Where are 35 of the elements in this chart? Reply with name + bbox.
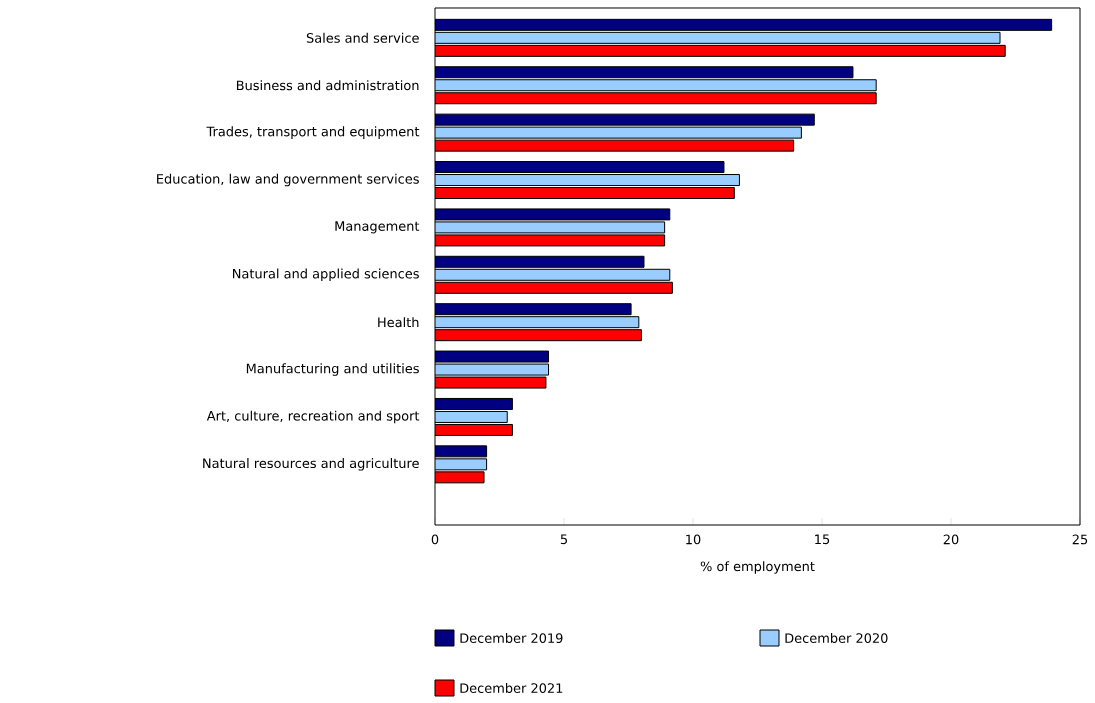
bar (435, 161, 725, 174)
bar (435, 44, 1006, 57)
x-tick-label: 25 (1072, 534, 1088, 545)
legend-label: December 2021 (460, 682, 563, 694)
bar (435, 268, 671, 281)
bar (435, 316, 640, 329)
bar (435, 303, 632, 316)
y-tick-label: Business and administration (236, 80, 419, 91)
bar (435, 31, 1001, 44)
y-tick-label: Health (378, 317, 419, 328)
x-axis-title: % of employment (700, 561, 815, 574)
legend-label: December 2020 (785, 632, 888, 644)
bar (435, 187, 735, 200)
bar (435, 66, 854, 79)
bar (435, 329, 642, 342)
bar (435, 174, 740, 187)
x-tick-label: 0 (431, 534, 439, 545)
x-tick-label: 10 (686, 534, 701, 545)
bar (435, 79, 877, 92)
y-tick-label: Management (335, 221, 420, 234)
x-tick-label: 20 (943, 534, 959, 545)
bar (435, 18, 1053, 31)
y-tick-label: Trades, transport and equipment (206, 126, 420, 139)
y-tick-label: Manufacturing and utilities (246, 363, 419, 376)
y-tick-label: Natural and applied sciences (233, 268, 419, 282)
x-tick-label: 15 (815, 534, 830, 545)
y-tick-label: Education, law and government services (157, 173, 419, 187)
y-tick-label: Art, culture, recreation and sport (206, 410, 420, 424)
legend-label: December 2019 (460, 632, 563, 644)
bar (435, 255, 645, 268)
y-tick-label: Natural resources and agriculture (203, 458, 419, 471)
x-tick-label: 5 (560, 534, 567, 545)
bar (435, 281, 673, 294)
bar (435, 92, 877, 105)
y-tick-label: Sales and service (306, 32, 419, 43)
